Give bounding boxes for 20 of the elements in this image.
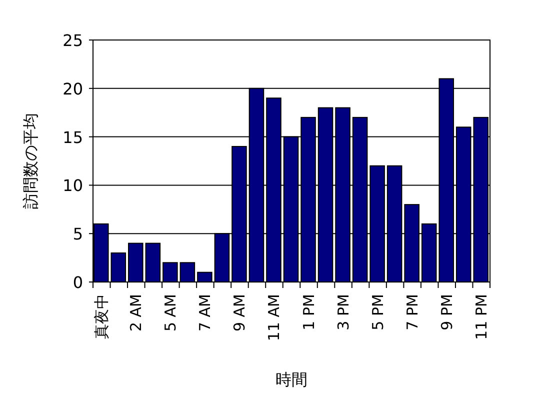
x-tick-label: 11 PM (472, 294, 490, 340)
x-tick-label: 2 AM (127, 294, 146, 332)
y-tick-label: 0 (72, 273, 83, 292)
x-tick-label: 3 PM (334, 294, 352, 330)
x-axis-title: 時間 (276, 370, 308, 389)
x-tick-label: 1 PM (300, 294, 318, 330)
x-tick-label: 9 AM (230, 294, 249, 332)
y-tick-label: 5 (72, 224, 83, 244)
x-tick-label: 11 AM (265, 294, 284, 342)
x-tick-label: 9 PM (438, 294, 456, 330)
x-tick-label: 7 AM (196, 294, 214, 332)
x-tick-label: 5 PM (368, 294, 387, 330)
y-tick-label: 25 (62, 31, 83, 50)
y-axis-title: 訪問数の平均 (21, 113, 40, 209)
x-tick-label: 7 PM (403, 294, 422, 330)
y-tick-label: 15 (62, 128, 83, 147)
x-tick-label: 5 AM (162, 294, 180, 332)
y-tick-label: 10 (62, 176, 83, 196)
y-tick-label: 20 (62, 79, 83, 98)
x-tick-label: 真夜中 (92, 294, 111, 339)
